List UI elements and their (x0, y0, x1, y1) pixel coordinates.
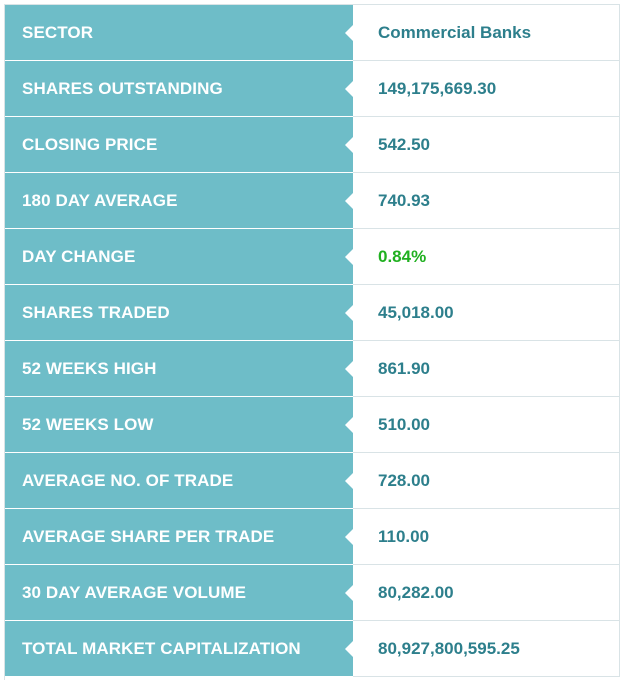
label-cell: 30 DAY AVERAGE VOLUME (5, 565, 354, 621)
row-value: 542.50 (378, 134, 430, 154)
label-cell: AVERAGE SHARE PER TRADE (5, 509, 354, 565)
row-value: 740.93 (378, 190, 430, 210)
value-cell: 510.00 (353, 397, 620, 453)
row-52-weeks-low: 52 WEEKS LOW 510.00 (5, 397, 620, 453)
label-cell: 52 WEEKS LOW (5, 397, 354, 453)
notch-arrow (345, 79, 354, 98)
notch-arrow (345, 415, 354, 434)
row-label: SHARES TRADED (22, 302, 170, 322)
row-shares-outstanding: SHARES OUTSTANDING 149,175,669.30 (5, 61, 620, 117)
notch-arrow (345, 303, 354, 322)
row-value: 110.00 (378, 526, 430, 546)
row-30-day-average-volume: 30 DAY AVERAGE VOLUME 80,282.00 (5, 565, 620, 621)
stock-stats-table: SECTOR Commercial Banks SHARES OUTSTANDI… (4, 4, 620, 680)
row-value: 861.90 (378, 358, 430, 378)
row-value: 510.00 (378, 414, 430, 434)
row-value: Commercial Banks (378, 22, 532, 42)
value-cell: Commercial Banks (353, 5, 620, 61)
row-value: 728.00 (378, 470, 430, 490)
row-value: 149,175,669.30 (378, 78, 497, 98)
row-180-day-average: 180 DAY AVERAGE 740.93 (5, 173, 620, 229)
notch-arrow (345, 471, 354, 490)
notch-arrow (345, 639, 354, 658)
value-cell: 728.00 (353, 453, 620, 509)
row-total-market-capitalization: TOTAL MARKET CAPITALIZATION 80,927,800,5… (5, 621, 620, 677)
row-label: AVERAGE SHARE PER TRADE (22, 526, 275, 546)
row-closing-price: CLOSING PRICE 542.50 (5, 117, 620, 173)
row-value: 80,282.00 (378, 582, 454, 602)
value-cell: 149,175,669.30 (353, 61, 620, 117)
row-label: 52 WEEKS LOW (22, 414, 154, 434)
value-cell: 45,018.00 (353, 285, 620, 341)
row-average-share-per-trade: AVERAGE SHARE PER TRADE 110.00 (5, 509, 620, 565)
label-cell: DAY CHANGE (5, 229, 354, 285)
value-cell: 0.84% (353, 229, 620, 285)
row-average-no-of-trade: AVERAGE NO. OF TRADE 728.00 (5, 453, 620, 509)
label-cell: CLOSING PRICE (5, 117, 354, 173)
label-cell: TOTAL MARKET CAPITALIZATION (5, 621, 354, 677)
label-cell: SECTOR (5, 5, 354, 61)
label-cell: AVERAGE NO. OF TRADE (5, 453, 354, 509)
value-cell: 542.50 (353, 117, 620, 173)
row-shares-traded: SHARES TRADED 45,018.00 (5, 285, 620, 341)
row-label: CLOSING PRICE (22, 134, 158, 154)
row-label: SHARES OUTSTANDING (22, 78, 223, 98)
label-cell: SHARES OUTSTANDING (5, 61, 354, 117)
value-cell: 861.90 (353, 341, 620, 397)
row-label: 180 DAY AVERAGE (22, 190, 178, 210)
row-value: 45,018.00 (378, 302, 454, 322)
row-label: 30 DAY AVERAGE VOLUME (22, 582, 247, 602)
row-day-change: DAY CHANGE 0.84% (5, 229, 620, 285)
notch-arrow (345, 191, 354, 210)
row-52-weeks-high: 52 WEEKS HIGH 861.90 (5, 341, 620, 397)
day-change-value: 0.84% (378, 246, 427, 266)
notch-arrow (345, 583, 354, 602)
notch-arrow (345, 359, 354, 378)
row-label: TOTAL MARKET CAPITALIZATION (22, 638, 301, 658)
row-sector: SECTOR Commercial Banks (5, 5, 620, 61)
row-label: SECTOR (22, 22, 94, 42)
value-cell: 110.00 (353, 509, 620, 565)
row-label: 52 WEEKS HIGH (22, 358, 157, 378)
notch-arrow (345, 23, 354, 42)
label-cell: SHARES TRADED (5, 285, 354, 341)
notch-arrow (345, 247, 354, 266)
notch-arrow (345, 527, 354, 546)
row-label: DAY CHANGE (22, 246, 136, 266)
value-cell: 80,927,800,595.25 (353, 621, 620, 677)
row-label: AVERAGE NO. OF TRADE (22, 470, 234, 490)
value-cell: 80,282.00 (353, 565, 620, 621)
row-value: 80,927,800,595.25 (378, 638, 520, 658)
label-cell: 180 DAY AVERAGE (5, 173, 354, 229)
label-cell: 52 WEEKS HIGH (5, 341, 354, 397)
value-cell: 740.93 (353, 173, 620, 229)
notch-arrow (345, 135, 354, 154)
